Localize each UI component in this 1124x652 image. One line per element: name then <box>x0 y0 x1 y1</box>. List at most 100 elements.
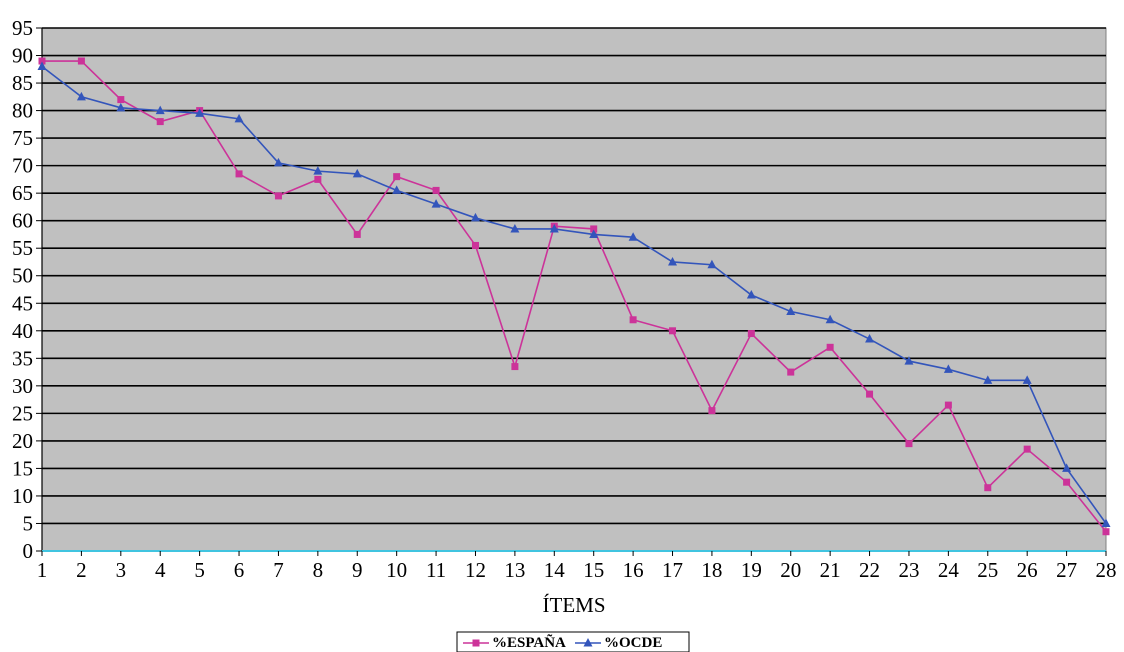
x-tick-label: 7 <box>273 558 284 582</box>
gridlines <box>42 27 1106 525</box>
x-tick-label: 12 <box>465 558 486 582</box>
data-point-ocde <box>76 91 86 101</box>
series-layer <box>37 57 1111 536</box>
data-point-espana <box>511 363 519 371</box>
x-tick-label: 8 <box>313 558 324 582</box>
x-tick-label: 21 <box>820 558 841 582</box>
x-tick-label: 13 <box>504 558 525 582</box>
data-point-espana <box>944 401 952 409</box>
x-tick-label: 9 <box>352 558 363 582</box>
y-axis-ticks: 0 5 10 15 20 25 30 35 40 45 50 55 60 65 70 75 80 85 90 95 <box>12 16 42 563</box>
data-point-ocde <box>628 232 638 241</box>
y-tick-label: 50 <box>12 264 33 288</box>
y-tick-label: 90 <box>12 44 33 68</box>
y-tick-label: 95 <box>12 16 33 40</box>
data-point-ocde <box>746 290 756 299</box>
data-point-espana <box>1102 528 1110 536</box>
y-tick-label: 10 <box>12 484 33 508</box>
data-point-ocde <box>943 364 953 373</box>
x-tick-label: 2 <box>76 558 87 582</box>
y-tick-label: 45 <box>12 291 33 315</box>
legend-marker-ocde <box>583 638 593 647</box>
data-point-espana <box>866 390 874 398</box>
y-tick-label: 25 <box>12 401 33 425</box>
data-point-ocde <box>116 102 126 112</box>
y-tick-label: 30 <box>12 374 33 398</box>
x-tick-label: 17 <box>662 558 683 582</box>
data-point-espana <box>629 316 637 324</box>
data-point-ocde <box>273 157 283 167</box>
data-point-espana <box>787 368 795 376</box>
data-point-ocde <box>786 306 796 316</box>
data-point-ocde <box>37 61 47 71</box>
y-tick-label: 65 <box>12 181 33 205</box>
plot-area <box>41 27 1107 552</box>
x-tick-label: 3 <box>116 558 127 582</box>
x-tick-label: 28 <box>1096 558 1117 582</box>
y-tick-label: 60 <box>12 209 33 233</box>
x-tick-label: 6 <box>234 558 245 582</box>
y-tick-label: 0 <box>23 539 34 563</box>
data-point-espana <box>117 96 125 104</box>
data-point-ocde <box>510 223 520 233</box>
y-tick-label: 15 <box>12 456 33 480</box>
data-point-espana <box>1023 445 1031 453</box>
data-point-ocde <box>1022 375 1032 384</box>
legend-label-espana: %ESPAÑA <box>492 633 566 651</box>
data-point-espana <box>353 230 361 238</box>
data-point-ocde <box>707 259 717 269</box>
x-tick-label: 23 <box>898 558 919 582</box>
x-tick-label: 16 <box>623 558 644 582</box>
data-point-ocde <box>352 168 362 178</box>
x-tick-label: 19 <box>741 558 762 582</box>
x-tick-label: 18 <box>701 558 722 582</box>
x-tick-label: 20 <box>780 558 801 582</box>
x-axis-ticks: 1 2 3 4 5 6 7 8 9 10 11 12 13 14 15 16 17 18 19 20 21 22 23 24 2… <box>37 551 1117 582</box>
series-line-espana <box>42 60 1107 533</box>
x-tick-label: 25 <box>977 558 998 582</box>
y-tick-label: 80 <box>12 99 33 123</box>
x-tick-label: 10 <box>386 558 407 582</box>
x-tick-label: 27 <box>1056 558 1077 582</box>
data-point-espana <box>590 225 598 233</box>
y-tick-label: 55 <box>12 236 33 260</box>
y-tick-label: 70 <box>12 154 33 178</box>
data-point-espana <box>747 330 755 338</box>
data-point-ocde <box>549 223 559 233</box>
x-tick-label: 22 <box>859 558 880 582</box>
data-point-ocde <box>825 314 835 324</box>
x-tick-label: 11 <box>426 558 446 582</box>
x-tick-label: 1 <box>37 558 48 582</box>
legend-marker-espana <box>472 639 480 647</box>
data-point-espana <box>1063 478 1071 486</box>
y-tick-label: 20 <box>12 429 33 453</box>
x-tick-label: 5 <box>194 558 205 582</box>
data-point-espana <box>156 118 164 126</box>
legend: %ESPAÑA %OCDE <box>456 631 690 652</box>
data-point-ocde <box>234 113 244 123</box>
data-point-ocde <box>431 199 441 208</box>
data-point-ocde <box>1101 518 1111 527</box>
data-point-ocde <box>983 375 993 384</box>
y-tick-label: 5 <box>23 511 34 535</box>
data-point-espana <box>905 440 913 448</box>
data-point-ocde <box>589 229 599 238</box>
legend-box <box>456 631 690 652</box>
data-point-ocde <box>668 256 678 266</box>
x-axis-title: ÍTEMS <box>543 593 606 617</box>
series-ocde <box>37 61 1111 527</box>
data-point-ocde <box>904 356 914 365</box>
data-point-ocde <box>155 105 165 115</box>
data-point-ocde <box>392 185 402 194</box>
data-point-espana <box>669 327 677 335</box>
data-point-ocde <box>313 166 323 175</box>
data-point-espana <box>274 192 282 200</box>
series-line-ocde <box>41 65 1107 524</box>
data-point-ocde <box>470 212 480 222</box>
legend-label-ocde: %OCDE <box>604 635 662 651</box>
data-point-espana <box>708 407 716 415</box>
x-tick-label: 24 <box>938 558 960 582</box>
x-tick-label: 14 <box>544 558 566 582</box>
